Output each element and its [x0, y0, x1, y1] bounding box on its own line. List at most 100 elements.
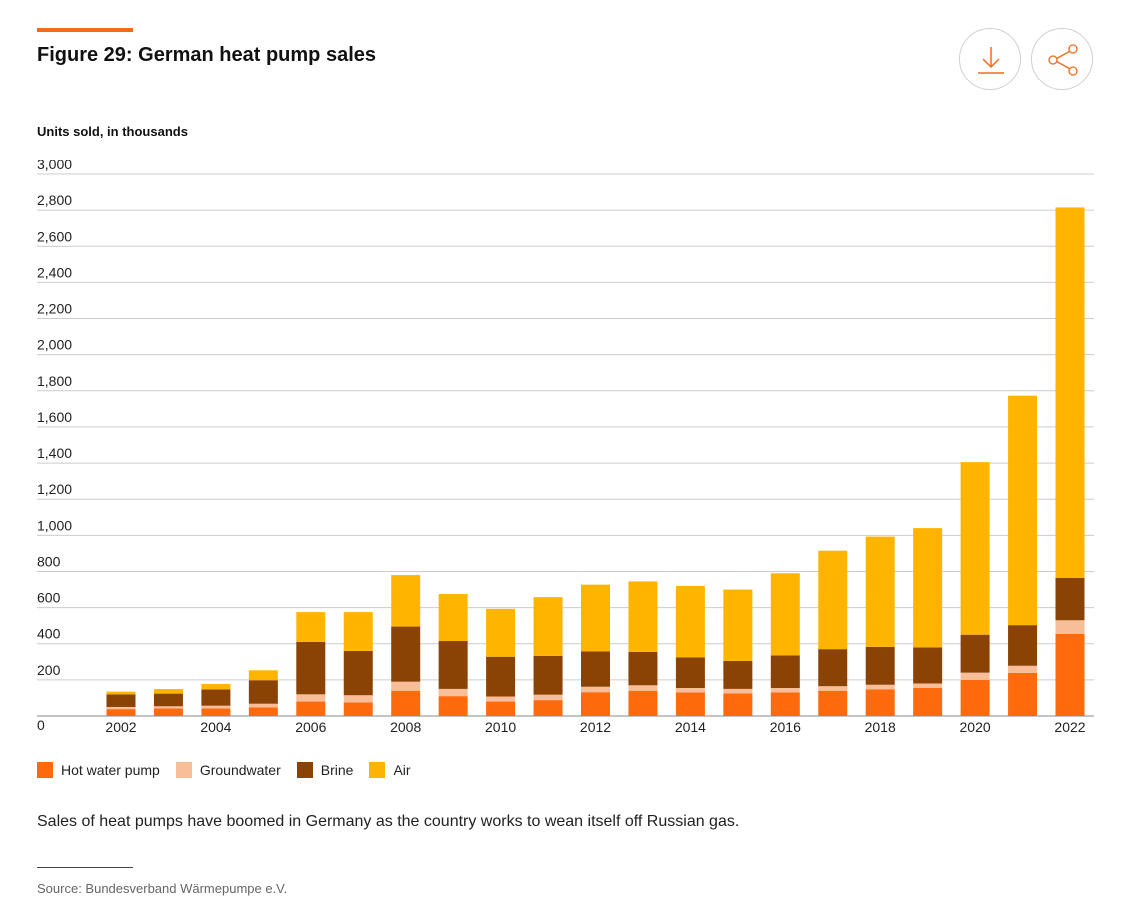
bar-segment-hot-water-pump-2008: [391, 690, 421, 716]
bar-segment-air-2004: [201, 684, 231, 690]
bar-segment-brine-2003: [153, 693, 183, 707]
bar-segment-air-2018: [865, 536, 895, 647]
bar-segment-groundwater-2002: [106, 706, 136, 710]
bar-segment-groundwater-2007: [343, 695, 373, 703]
y-tick-label: 1,800: [37, 373, 72, 389]
legend-item: Hot water pump: [37, 762, 160, 778]
bar-segment-air-2021: [1008, 395, 1038, 626]
y-tick-label: 2,400: [37, 264, 72, 280]
x-tick-labels: 2002 2004 2006 2008 2010 2012 2014 2016 2018 2020…: [105, 719, 1085, 735]
bar-segment-air-2015: [723, 589, 753, 661]
bar-segment-brine-2015: [723, 660, 753, 689]
bar-segment-brine-2005: [248, 680, 278, 704]
bar-segment-hot-water-pump-2019: [913, 688, 943, 716]
y-tick-label: 1,600: [37, 409, 72, 425]
bar-segment-hot-water-pump-2020: [960, 679, 990, 716]
bar-segment-hot-water-pump-2014: [675, 692, 705, 716]
bar-segment-brine-2002: [106, 694, 136, 707]
bar-segment-hot-water-pump-2012: [581, 692, 610, 716]
download-button[interactable]: [959, 28, 1021, 90]
gridlines: [37, 173, 1094, 717]
bar-segment-air-2020: [960, 462, 990, 635]
y-tick-label: 800: [37, 553, 61, 569]
bar-segment-brine-2022: [1055, 577, 1085, 621]
legend-item: Groundwater: [175, 762, 281, 778]
legend-label: Groundwater: [199, 762, 281, 778]
bar-segment-air-2019: [913, 528, 943, 648]
bar-segment-groundwater-2017: [818, 686, 848, 691]
share-icon: [1048, 44, 1078, 76]
bar-segment-air-2002: [106, 691, 136, 695]
x-tick-label: 2014: [675, 719, 706, 735]
bar-segment-air-2022: [1055, 207, 1085, 578]
bar-segment-groundwater-2014: [675, 688, 705, 693]
y-tick-label: 0: [37, 717, 45, 733]
bar-segment-air-2003: [153, 689, 183, 694]
bar-segment-air-2005: [248, 670, 278, 681]
legend-swatch: [37, 762, 53, 778]
legend-swatch: [296, 762, 313, 778]
bar-segment-brine-2004: [201, 689, 231, 706]
x-tick-label: 2016: [770, 719, 801, 735]
bar-segment-air-2014: [675, 585, 705, 658]
legend-item: Air: [369, 762, 411, 778]
bar-segment-brine-2017: [818, 649, 848, 687]
bar-segment-air-2011: [533, 597, 563, 656]
bar-segment-brine-2019: [913, 647, 943, 684]
y-tick-label: 1,400: [37, 445, 72, 461]
bar-segment-brine-2020: [960, 634, 990, 673]
bar-segment-hot-water-pump-2002: [106, 709, 136, 716]
bar-segment-hot-water-pump-2006: [296, 701, 326, 716]
legend-swatch: [369, 762, 386, 778]
bar-segment-groundwater-2021: [1008, 665, 1038, 673]
y-tick-label: 200: [37, 662, 61, 678]
x-tick-label: 2002: [105, 719, 136, 735]
y-tick-label: 2,000: [37, 337, 72, 353]
bar-segment-air-2006: [296, 612, 326, 642]
x-tick-label: 2008: [390, 719, 421, 735]
x-tick-label: 2022: [1054, 719, 1085, 735]
x-tick-label: 2004: [200, 719, 231, 735]
bar-segment-groundwater-2006: [296, 694, 326, 702]
x-tick-label: 2012: [580, 719, 611, 735]
bar-segment-groundwater-2010: [486, 696, 516, 702]
bars: [106, 207, 1085, 716]
bar-segment-groundwater-2020: [960, 672, 990, 680]
bar-segment-brine-2011: [533, 655, 563, 695]
bar-segment-air-2010: [486, 608, 516, 657]
legend-label: Air: [393, 762, 411, 778]
bar-segment-brine-2009: [438, 641, 468, 689]
bar-segment-hot-water-pump-2005: [248, 707, 278, 716]
bar-segment-brine-2016: [770, 655, 800, 688]
source-note: Source: Bundesverband Wärmepumpe e.V.: [37, 881, 288, 896]
bar-segment-air-2017: [818, 550, 848, 650]
bar-segment-air-2007: [343, 612, 373, 651]
bar-segment-brine-2021: [1008, 625, 1038, 666]
bar-segment-groundwater-2018: [865, 684, 895, 690]
bar-segment-groundwater-2011: [533, 694, 563, 701]
legend-label: Hot water pump: [61, 762, 160, 778]
bar-segment-groundwater-2016: [770, 688, 800, 693]
legend: Hot water pump Groundwater Brine Air: [37, 762, 411, 778]
bar-segment-hot-water-pump-2018: [865, 689, 895, 716]
y-tick-label: 2,600: [37, 228, 72, 244]
y-tick-label: 600: [37, 590, 61, 606]
bar-segment-brine-2006: [296, 641, 326, 695]
bar-segment-brine-2012: [581, 651, 610, 687]
page-title: Figure 29: German heat pump sales: [37, 44, 376, 66]
bar-segment-hot-water-pump-2003: [153, 708, 183, 716]
x-tick-label: 2006: [295, 719, 326, 735]
bar-segment-air-2009: [438, 594, 468, 642]
bar-segment-air-2012: [581, 584, 610, 652]
x-tick-label: 2020: [960, 719, 991, 735]
source-divider: [37, 867, 133, 868]
share-button[interactable]: [1031, 28, 1093, 90]
bar-segment-hot-water-pump-2016: [770, 692, 800, 716]
bar-segment-groundwater-2012: [581, 686, 610, 693]
title-accent-bar: [37, 28, 133, 32]
y-tick-labels: 0 200 400 600 800 1,000 1,200 1,400 1,600 1,800 2,…: [37, 160, 72, 733]
bar-segment-air-2013: [628, 581, 658, 652]
bar-segment-hot-water-pump-2011: [533, 700, 563, 716]
bar-segment-brine-2018: [865, 646, 895, 685]
bar-segment-brine-2008: [391, 626, 421, 682]
